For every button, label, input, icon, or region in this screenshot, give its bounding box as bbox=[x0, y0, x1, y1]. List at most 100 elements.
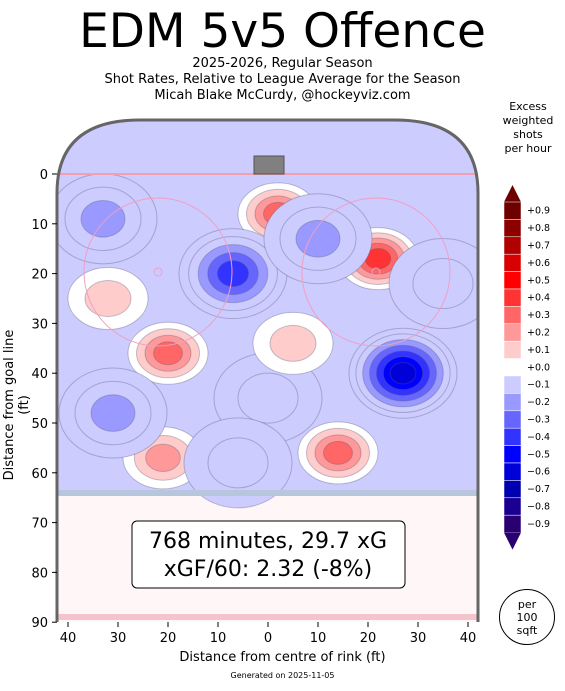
colorbar-tick-label: −0.1 bbox=[527, 380, 550, 391]
colorbar-tick-label: −0.9 bbox=[527, 519, 550, 530]
faceoff-circle-right bbox=[301, 197, 451, 347]
heatmap-contour bbox=[269, 324, 317, 362]
colorbar-tick-label: −0.4 bbox=[527, 432, 550, 443]
heatmap-contour bbox=[80, 199, 126, 238]
heatmap-hotspot bbox=[58, 367, 168, 459]
colorbar-swatch bbox=[503, 219, 522, 238]
colorbar-tick-label: −0.6 bbox=[527, 467, 550, 478]
generated-date-footer: Generated on 2025-11-05 bbox=[230, 671, 335, 680]
colorbar-tick-label: +0.5 bbox=[527, 275, 550, 286]
subtitle-description: Shot Rates, Relative to League Average f… bbox=[104, 72, 461, 87]
colorbar-title-line: shots bbox=[513, 128, 543, 141]
y-tick-label: 70 bbox=[31, 517, 48, 532]
per-area-line: per bbox=[517, 597, 537, 611]
summary-box: 768 minutes, 29.7 xG xGF/60: 2.32 (-8%) bbox=[131, 520, 406, 589]
colorbar-tick-label: +0.0 bbox=[527, 362, 550, 373]
y-tick-label: 80 bbox=[31, 566, 48, 581]
colorbar-title-line: Excess bbox=[509, 100, 547, 113]
heatmap-hotspot bbox=[252, 311, 334, 375]
y-axis-label: Distance from goal line (ft) bbox=[2, 329, 32, 481]
y-tick-label: 90 bbox=[31, 616, 48, 631]
colorbar-tick-label: +0.6 bbox=[527, 258, 550, 269]
heatmap-hotspot bbox=[297, 421, 379, 485]
per-area-line: sqft bbox=[516, 623, 538, 637]
x-axis: 40 30 20 10 0 10 20 30 40 bbox=[60, 622, 477, 646]
colorbar-swatch bbox=[503, 410, 522, 429]
colorbar-swatch bbox=[503, 306, 522, 325]
colorbar-tick-label: −0.5 bbox=[527, 449, 550, 460]
y-tick-label: 10 bbox=[31, 218, 48, 233]
heatmap-contour bbox=[84, 280, 132, 317]
y-tick-label: 60 bbox=[31, 467, 48, 482]
heatmap-layer bbox=[57, 120, 478, 622]
x-tick-label: 10 bbox=[310, 631, 327, 646]
per-area-line: 100 bbox=[516, 610, 538, 624]
heatmap-hotspot bbox=[263, 193, 373, 285]
heatmap-contour bbox=[237, 372, 299, 424]
y-tick-label: 20 bbox=[31, 268, 48, 283]
blue-line bbox=[57, 490, 478, 496]
per-area-badge: per 100 sqft bbox=[499, 589, 555, 645]
goal-net bbox=[253, 155, 285, 175]
heatmap-contour bbox=[389, 361, 417, 385]
x-tick-label: 40 bbox=[460, 631, 477, 646]
colorbar-swatch bbox=[503, 288, 522, 307]
heatmap-contour bbox=[412, 258, 474, 310]
heatmap-contour bbox=[207, 437, 269, 489]
colorbar-tick-label: −0.7 bbox=[527, 484, 550, 495]
colorbar-title: Excess weighted shots per hour bbox=[496, 100, 560, 156]
x-axis-label: Distance from centre of rink (ft) bbox=[179, 650, 386, 665]
colorbar-swatch bbox=[503, 445, 522, 464]
colorbar-swatch bbox=[503, 340, 522, 359]
summary-box-frame bbox=[131, 520, 406, 589]
colorbar-swatch bbox=[503, 358, 522, 377]
subtitle-season: 2025-2026, Regular Season bbox=[192, 56, 373, 71]
colorbar-tick-label: +0.4 bbox=[527, 293, 550, 304]
colorbar-swatch bbox=[503, 201, 522, 220]
colorbar-swatch bbox=[503, 236, 522, 255]
rink-markings bbox=[55, 118, 480, 622]
colorbar-title-line: weighted bbox=[502, 114, 554, 127]
y-tick-label: 50 bbox=[31, 417, 48, 432]
colorbar-swatch bbox=[503, 271, 522, 290]
colorbar-swatch bbox=[503, 514, 522, 533]
faceoff-dot-left bbox=[153, 267, 163, 277]
colorbar-swatch bbox=[503, 497, 522, 516]
colorbar-tick-label: +0.9 bbox=[527, 206, 550, 217]
colorbar-swatch bbox=[503, 427, 522, 446]
heatmap-hotspot bbox=[348, 327, 458, 419]
summary-xgf60: xGF/60: 2.32 (-8%) bbox=[164, 557, 373, 582]
heatmap-hotspot bbox=[178, 228, 288, 320]
faceoff-dot-right bbox=[371, 267, 381, 277]
colorbar-swatch bbox=[503, 480, 522, 499]
summary-minutes-xg: 768 minutes, 29.7 xG bbox=[149, 529, 387, 554]
x-tick-label: 20 bbox=[160, 631, 177, 646]
colorbar-tick-label: +0.7 bbox=[527, 241, 550, 252]
x-tick-label: 30 bbox=[110, 631, 127, 646]
colorbar-swatch bbox=[503, 375, 522, 394]
colorbar-swatch bbox=[503, 323, 522, 342]
colorbar-swatch bbox=[503, 253, 522, 272]
colorbar-swatch bbox=[503, 393, 522, 412]
y-tick-label: 40 bbox=[31, 367, 48, 382]
chart-title: EDM 5v5 Offence bbox=[79, 4, 486, 59]
colorbar-tick-label: +0.3 bbox=[527, 310, 550, 321]
subtitle-author: Micah Blake McCurdy, @hockeyviz.com bbox=[154, 88, 411, 103]
colorbar-tick-label: −0.2 bbox=[527, 397, 550, 408]
colorbar-tick-label: −0.8 bbox=[527, 502, 550, 513]
heatmap-hotspot bbox=[127, 321, 209, 385]
colorbar-tick-label: +0.1 bbox=[527, 345, 550, 356]
y-tick-label: 0 bbox=[40, 168, 48, 183]
colorbar: +0.9 +0.8 +0.7 +0.6 +0.5 +0.4 +0.3 +0.2 +0.1 +0.0… bbox=[503, 185, 550, 550]
colorbar-tick-label: −0.3 bbox=[527, 415, 550, 426]
colorbar-tick-label: +0.2 bbox=[527, 328, 550, 339]
colorbar-bottom-arrow bbox=[504, 532, 521, 550]
y-tick-label: 30 bbox=[31, 317, 48, 332]
colorbar-title-line: per hour bbox=[504, 142, 552, 155]
heatmap-contour bbox=[153, 341, 183, 366]
heatmap-contour bbox=[216, 260, 250, 288]
colorbar-tick-label: +0.8 bbox=[527, 223, 550, 234]
heatmap-contour bbox=[295, 219, 341, 258]
x-tick-label: 20 bbox=[360, 631, 377, 646]
